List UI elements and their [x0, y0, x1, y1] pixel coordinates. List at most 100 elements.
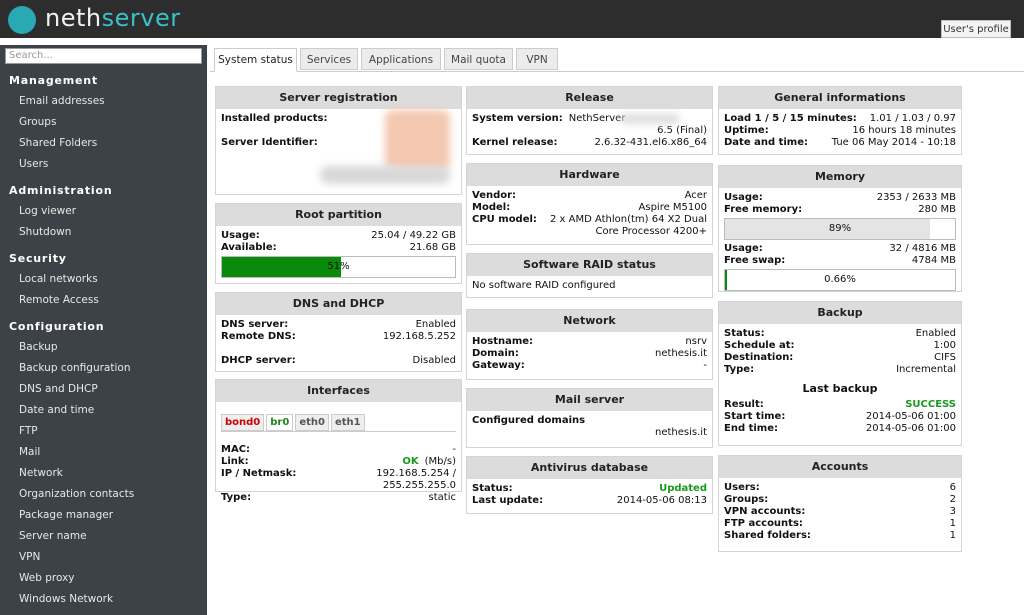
group: DNS server: Enabled Remote DNS: 192.168.5.2… — [221, 319, 456, 343]
row: nethesis.it — [472, 427, 707, 439]
panel-title: DNS and DHCP — [216, 293, 461, 315]
panel-body: Users: 6 Groups: 2 VPN accounts: 3 FTP account… — [719, 478, 961, 558]
panel-body: Load 1 / 5 / 15 minutes: 1.01 / 1.03 / 0.… — [719, 109, 961, 165]
panel-title: Accounts — [719, 456, 961, 478]
menu-item[interactable]: Email addresses — [19, 95, 105, 107]
panel-title: Server registration — [216, 87, 461, 109]
interface-tabs: bond0 br0 eth0 eth1 — [221, 414, 456, 432]
tab[interactable]: Applications — [361, 48, 441, 70]
value: 25.04 / 49.22 GB — [371, 230, 456, 241]
value: Updated — [659, 483, 707, 495]
group: No software RAID configured — [472, 280, 707, 292]
menu-item[interactable]: Log viewer — [19, 205, 77, 217]
label: Result: — [724, 399, 764, 410]
interface-tab[interactable]: br0 — [266, 414, 294, 431]
group: Server Identifier: — [221, 137, 456, 149]
label: Groups: — [724, 494, 769, 505]
menu-item[interactable]: Remote Access — [19, 294, 99, 306]
row: Users: 6 — [724, 482, 956, 494]
label: Configured domains — [472, 415, 586, 426]
panel: Memory Usage: 2353 / 2633 MB Free memory: 28… — [718, 165, 962, 292]
value: Incremental — [896, 364, 956, 375]
menu-item[interactable]: Server name — [19, 530, 87, 542]
row: Result: SUCCESS — [724, 399, 956, 411]
value: 6 — [949, 482, 956, 493]
panel-body: Vendor: Acer Model: Aspire M5100 CPU model: 2… — [467, 186, 712, 254]
value: Enabled — [915, 328, 956, 339]
label: Usage: — [221, 230, 260, 241]
tab[interactable]: Mail quota — [444, 48, 513, 70]
label: DHCP server: — [221, 355, 296, 366]
panel-title: Software RAID status — [467, 254, 712, 276]
interface-tab[interactable]: eth0 — [295, 414, 329, 431]
label: IP / Netmask: — [221, 468, 297, 479]
profile-button[interactable]: User's profile — [941, 20, 1011, 38]
row: Available: 21.68 GB — [221, 242, 456, 254]
row: Link: OK (Mb/s) — [221, 456, 456, 468]
value: NethServer — [568, 113, 626, 124]
label: Uptime: — [724, 125, 769, 136]
menu-item[interactable]: Local networks — [19, 273, 98, 285]
value: 4784 MB — [911, 255, 956, 266]
menu-item[interactable]: Network — [19, 467, 63, 479]
row: Server Identifier: — [221, 137, 456, 149]
interface-tab[interactable]: eth1 — [330, 414, 365, 431]
section-title: Configuration — [9, 320, 105, 333]
label: Remote DNS: — [221, 331, 296, 342]
value: 3 — [949, 506, 956, 517]
menu-item[interactable]: Web proxy — [19, 572, 75, 584]
menu-item[interactable]: Organization contacts — [19, 488, 135, 500]
row: Status: Enabled — [724, 328, 956, 340]
value: 1 — [949, 530, 956, 541]
menu-item[interactable]: Package manager — [19, 509, 114, 521]
row: Hostname: nsrv — [472, 336, 707, 348]
value: OK (Mb/s) — [402, 456, 456, 468]
menu-item[interactable]: Users — [19, 158, 49, 170]
label: Type: — [724, 364, 755, 375]
label: Status: — [472, 483, 513, 494]
menu-item[interactable]: Windows Network — [19, 593, 114, 605]
tab[interactable]: Services — [300, 48, 358, 70]
panel-title: Mail server — [467, 389, 712, 411]
row: Kernel release: 2.6.32-431.el6.x86_64 — [472, 137, 707, 149]
panel-title: Root partition — [216, 204, 461, 226]
search-box[interactable]: Search... — [5, 48, 202, 64]
tab[interactable]: System status — [214, 48, 297, 72]
menu-item[interactable]: DNS and DHCP — [19, 383, 98, 395]
menu-item[interactable]: Date and time — [19, 404, 95, 416]
group: DHCP server: Disabled — [221, 355, 456, 367]
menu-item[interactable]: FTP — [19, 425, 38, 437]
menu-item[interactable]: Mail — [19, 446, 41, 458]
row: Installed products: — [221, 113, 456, 125]
value-part: SUCCESS — [905, 399, 956, 410]
row: Remote DNS: 192.168.5.252 — [221, 331, 456, 343]
row: Groups: 2 — [724, 494, 956, 506]
row: Model: Aspire M5100 — [472, 202, 707, 214]
interface-tab[interactable]: bond0 — [221, 414, 265, 431]
label: FTP accounts: — [724, 518, 803, 529]
menu-item[interactable]: Backup — [19, 341, 58, 353]
row: Status: Updated — [472, 483, 707, 495]
tab[interactable]: VPN — [516, 48, 558, 70]
value: 192.168.5.254 / 255.255.255.0 — [376, 468, 456, 491]
panel: Network Hostname: nsrv Domain: nethesis.it Ga… — [466, 309, 713, 380]
value: 2014-05-06 08:13 — [616, 495, 707, 506]
menu-item[interactable]: Backup configuration — [19, 362, 131, 374]
menu-item[interactable]: Shutdown — [19, 226, 72, 238]
row: 6.5 (Final) — [472, 125, 707, 137]
menu-item[interactable]: Groups — [19, 116, 57, 128]
row: Free memory: 280 MB — [724, 204, 956, 216]
blurred-content — [320, 166, 450, 184]
menu-item[interactable]: VPN — [19, 551, 41, 563]
row: IP / Netmask: 192.168.5.254 / 255.255.255… — [221, 468, 456, 492]
panel-title: Interfaces — [216, 380, 461, 402]
text: No software RAID configured — [472, 280, 616, 291]
panel-body: Installed products: Server Identifier: — [216, 109, 461, 165]
value: nsrv — [685, 336, 707, 347]
label: Available: — [221, 242, 277, 253]
panel: Root partition Usage: 25.04 / 49.22 GB Avai… — [215, 203, 462, 284]
panel: Interfaces bond0 br0 eth0 eth1 MAC: - Link: OK (M… — [215, 379, 462, 503]
panel-body: Configured domains nethesis.it — [467, 411, 712, 455]
progress-fill — [222, 257, 341, 277]
menu-item[interactable]: Shared Folders — [19, 137, 98, 149]
